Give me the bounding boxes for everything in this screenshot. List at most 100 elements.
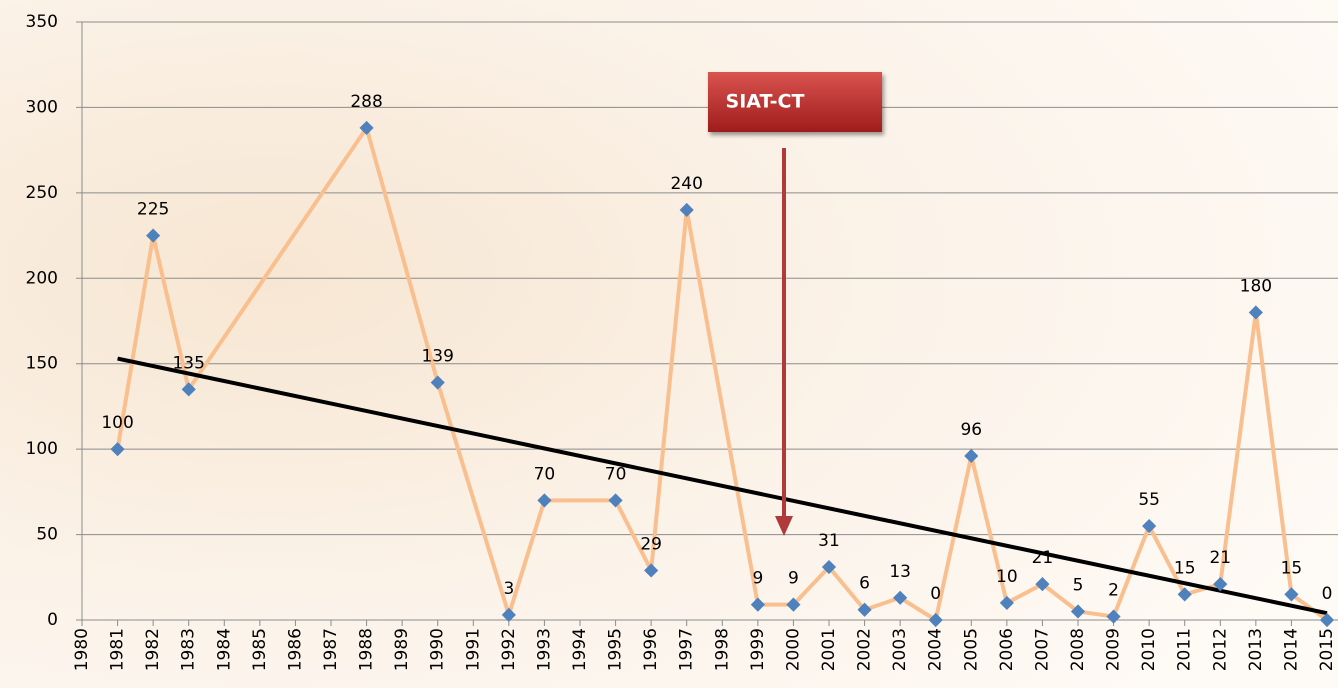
marker (857, 602, 872, 617)
data-label: 9 (752, 569, 763, 589)
y-tick-label: 300 (26, 97, 58, 117)
x-tick-label: 1996 (641, 628, 661, 671)
data-label: 100 (101, 413, 133, 433)
marker (679, 202, 694, 218)
x-tick-label: 2006 (997, 628, 1017, 671)
x-tick-label: 1994 (570, 628, 590, 671)
x-tick-label: 1981 (108, 628, 128, 671)
data-label: 9 (788, 569, 799, 589)
data-label: 21 (1209, 548, 1231, 568)
x-tick-label: 2013 (1246, 628, 1266, 671)
x-tick-label: 1984 (214, 628, 234, 671)
marker (786, 597, 801, 612)
x-tick-label: 1995 (606, 628, 626, 671)
y-tick-label: 50 (36, 525, 58, 545)
x-tick-label: 1998 (712, 628, 732, 671)
y-tick-label: 350 (26, 12, 58, 32)
data-label: 70 (534, 464, 556, 484)
x-tick-label: 2003 (890, 628, 910, 671)
marker (750, 597, 765, 612)
grid (76, 21, 1338, 626)
y-tick-label: 100 (26, 439, 58, 459)
marker (1213, 577, 1228, 592)
y-tick-label: 250 (26, 183, 58, 203)
y-tick-label: 150 (26, 354, 58, 374)
y-tick-label: 200 (26, 268, 58, 288)
x-tick-label: 1983 (179, 628, 199, 671)
data-label: 13 (889, 562, 911, 582)
marker (110, 442, 125, 457)
marker (928, 612, 943, 628)
x-tick-label: 2000 (783, 628, 803, 671)
x-tick-label: 1982 (143, 628, 163, 671)
annotation-text: SIAT-CT (726, 91, 805, 113)
data-label: 29 (640, 534, 662, 554)
x-tick-label: 2014 (1281, 628, 1301, 671)
data-label: 21 (1032, 548, 1054, 568)
marker (146, 228, 161, 243)
marker (1070, 604, 1086, 619)
annotation-arrowhead (775, 516, 793, 536)
x-tick-label: 2012 (1210, 628, 1230, 671)
data-label: 225 (137, 200, 169, 220)
x-tick-label: 1990 (428, 628, 448, 671)
x-tick-label: 2015 (1317, 628, 1337, 671)
x-tick-label: 2001 (819, 628, 839, 671)
marker (964, 448, 979, 464)
x-tick-label: 1985 (250, 628, 270, 671)
x-tick-label: 2009 (1104, 628, 1124, 671)
trend-line (117, 356, 1328, 616)
data-label: 3 (503, 579, 514, 599)
y-tick-label: 0 (47, 610, 58, 630)
annotation: SIAT-CT (708, 72, 882, 536)
marker (1035, 577, 1050, 592)
x-tick-label: 2007 (1032, 628, 1052, 671)
data-label: 135 (172, 353, 204, 373)
marker (893, 590, 908, 605)
data-label: 15 (1281, 558, 1303, 578)
x-tick-label: 2005 (961, 628, 981, 671)
data-label: 5 (1073, 575, 1084, 595)
data-label: 139 (421, 347, 453, 367)
data-label: 6 (859, 574, 870, 594)
x-tick-label: 2011 (1175, 628, 1195, 671)
data-label: 70 (605, 464, 627, 484)
x-tick-label: 1986 (285, 628, 305, 671)
marker (181, 382, 196, 397)
marker (1177, 587, 1192, 602)
marker (1106, 609, 1121, 624)
marker (608, 493, 623, 508)
x-tick-label: 2002 (855, 628, 875, 671)
data-label: 55 (1138, 490, 1160, 510)
x-tick-label: 2008 (1068, 628, 1088, 671)
data-label: 15 (1174, 558, 1196, 578)
x-tick-label: 1989 (392, 628, 412, 671)
marker (501, 607, 516, 622)
x-tick-label: 1988 (357, 628, 377, 671)
annotation-box (708, 72, 882, 132)
x-tick-label: 1997 (677, 628, 697, 671)
marker (430, 375, 445, 390)
x-tick-label: 1991 (463, 628, 483, 671)
marker (1284, 587, 1299, 602)
x-tick-label: 1993 (534, 628, 554, 671)
x-tick-label: 1980 (72, 628, 92, 671)
x-tick-label: 2010 (1139, 628, 1159, 671)
x-tick-label: 1992 (499, 628, 519, 671)
data-label: 2 (1108, 581, 1119, 601)
data-label: 288 (350, 92, 382, 112)
x-tick-label: 1999 (748, 628, 768, 671)
data-label: 0 (930, 584, 941, 604)
data-label: 180 (1240, 276, 1272, 296)
marker (1142, 518, 1157, 534)
marker (359, 120, 374, 136)
data-label: 240 (670, 174, 702, 194)
marker (537, 493, 552, 508)
marker (644, 563, 659, 578)
marker (1319, 612, 1335, 628)
marker (1248, 305, 1263, 320)
data-label: 10 (996, 567, 1018, 587)
